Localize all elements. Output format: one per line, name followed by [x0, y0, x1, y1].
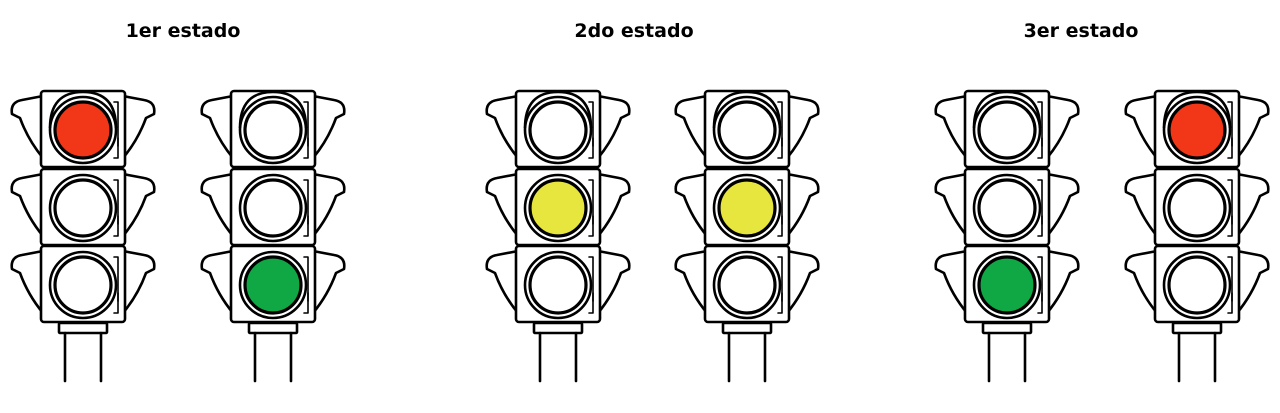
lamp-top: [1167, 100, 1227, 160]
traffic-light-state-1-b: [200, 89, 346, 383]
lamp-middle: [977, 178, 1037, 238]
lamp-top: [977, 100, 1037, 160]
lamp-top: [53, 100, 113, 160]
lamp-middle: [717, 178, 777, 238]
traffic-light-state-2-a: [485, 89, 631, 383]
lamp-bottom: [977, 255, 1037, 315]
lamp-top: [528, 100, 588, 160]
lamp-middle: [1167, 178, 1227, 238]
lamp-top: [717, 100, 777, 160]
lamp-bottom: [528, 255, 588, 315]
lamp-middle: [528, 178, 588, 238]
lamp-top: [243, 100, 303, 160]
lamp-bottom: [717, 255, 777, 315]
state-1-title: 1er estado: [125, 20, 241, 42]
lamp-middle: [53, 178, 113, 238]
lamp-bottom: [243, 255, 303, 315]
traffic-light-state-3-a: [934, 89, 1080, 383]
state-3-title: 3er estado: [1023, 20, 1139, 42]
lamp-bottom: [53, 255, 113, 315]
lamp-middle: [243, 178, 303, 238]
traffic-light-state-3-b: [1124, 89, 1270, 383]
state-2-title: 2do estado: [574, 20, 694, 42]
traffic-light-state-1-a: [10, 89, 156, 383]
traffic-light-state-2-b: [674, 89, 820, 383]
lamp-bottom: [1167, 255, 1227, 315]
